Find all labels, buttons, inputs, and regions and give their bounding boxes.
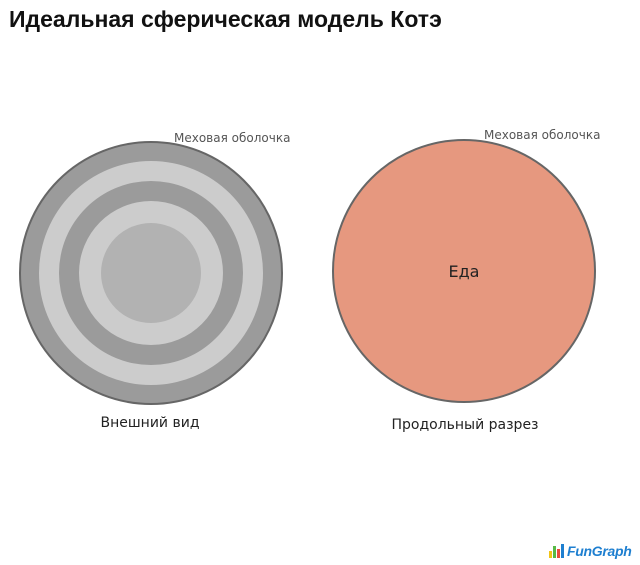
- right-fur-label: Меховая оболочка: [484, 128, 600, 142]
- left-fur-label: Меховая оболочка: [174, 131, 290, 145]
- left-caption: Внешний вид: [100, 415, 199, 431]
- cross-section-circle: [332, 139, 596, 403]
- food-label: Еда: [449, 262, 480, 281]
- fungraph-logo[interactable]: FunGraph: [549, 540, 632, 559]
- right-caption: Продольный разрез: [391, 417, 538, 433]
- page-title: Идеальная сферическая модель Котэ: [9, 6, 442, 32]
- logo-bar: [553, 546, 556, 558]
- logo-bar: [561, 544, 564, 558]
- logo-bar: [549, 551, 552, 558]
- left-sphere-figure: Меховая оболочка Внешний вид: [19, 131, 290, 431]
- logo-bar: [557, 549, 560, 558]
- logo-bars-icon: [549, 544, 565, 558]
- core: [101, 223, 201, 323]
- right-sphere-figure: Меховая оболочка Еда Продольный разрез: [332, 128, 600, 433]
- logo-text: FunGraph: [567, 543, 632, 559]
